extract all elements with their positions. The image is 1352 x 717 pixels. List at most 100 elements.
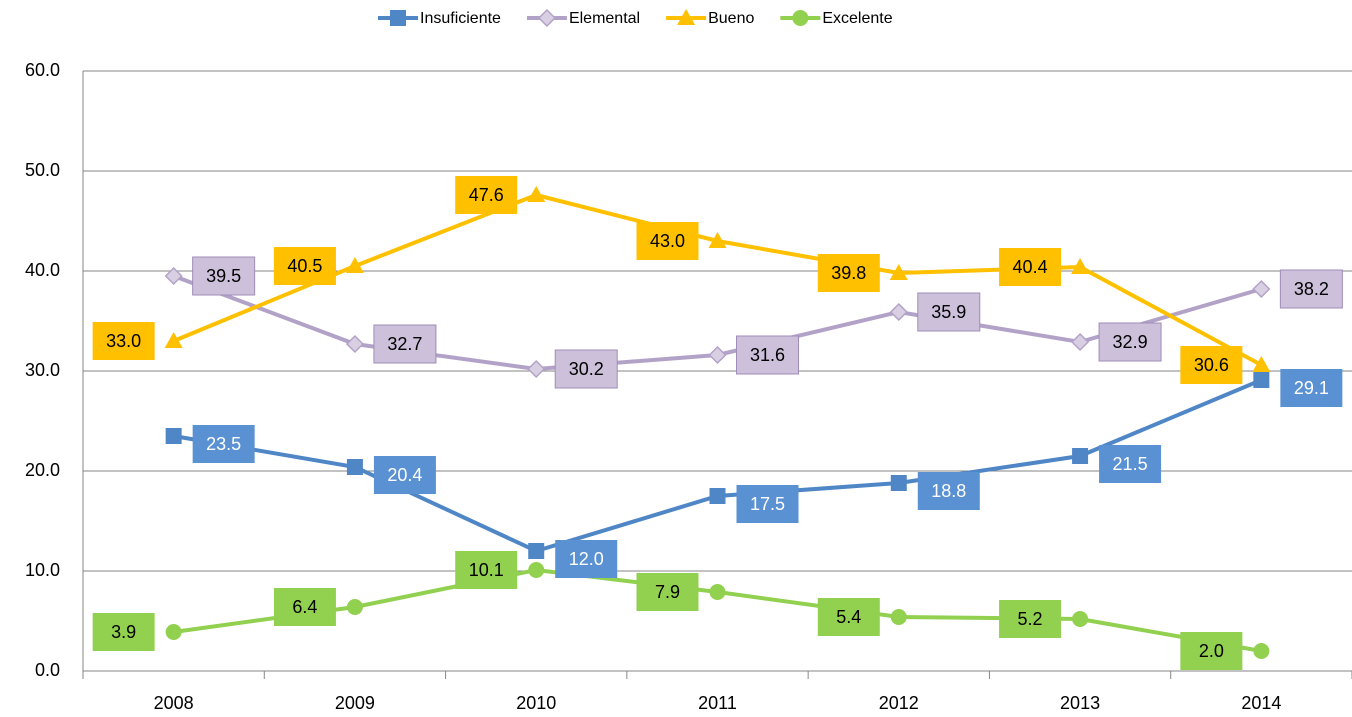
data-label-box (636, 222, 699, 260)
y-tick-label: 50.0 (25, 160, 60, 180)
data-label-box (817, 598, 880, 636)
data-label-box (917, 472, 980, 510)
x-tick-label: 2009 (335, 693, 375, 713)
data-label: 21.5 (1113, 454, 1148, 474)
data-label: 30.2 (569, 359, 604, 379)
data-label: 40.5 (287, 256, 322, 276)
marker (708, 232, 727, 248)
legend-label: Insuficiente (420, 10, 501, 27)
x-tick-label: 2011 (698, 693, 737, 713)
marker (164, 332, 183, 348)
data-label: 3.9 (111, 622, 136, 642)
data-label-box (92, 322, 155, 360)
marker (709, 488, 726, 504)
data-label-box (999, 600, 1062, 638)
marker (527, 186, 546, 202)
data-label: 38.2 (1294, 279, 1329, 299)
marker (1252, 356, 1271, 372)
data-label: 47.6 (469, 185, 504, 205)
marker (677, 9, 696, 25)
data-label-box (192, 256, 256, 296)
marker (890, 609, 907, 625)
marker (345, 257, 364, 273)
data-label: 32.7 (387, 334, 422, 354)
marker (1072, 448, 1089, 464)
data-label: 39.5 (206, 266, 241, 286)
data-label: 2.0 (1199, 641, 1224, 661)
series (165, 562, 1270, 659)
data-label-box (555, 540, 618, 578)
marker (346, 599, 363, 615)
data-label: 23.5 (206, 434, 241, 454)
data-label-box (1279, 269, 1343, 309)
y-tick-label: 0.0 (35, 660, 60, 680)
marker (889, 264, 908, 280)
series (164, 266, 1271, 379)
data-label: 10.1 (469, 560, 504, 580)
marker (708, 345, 727, 365)
data-label-box (1280, 369, 1343, 407)
data-label-box (1098, 322, 1162, 362)
data-label: 35.9 (931, 302, 966, 322)
marker (528, 562, 545, 578)
marker (1252, 279, 1271, 299)
data-label-box (636, 573, 699, 611)
x-tick-label: 2010 (516, 693, 556, 713)
data-label-box (1180, 632, 1243, 670)
x-tick-label: 2012 (879, 693, 919, 713)
series (164, 186, 1271, 372)
y-tick-label: 20.0 (25, 460, 60, 480)
y-tick-label: 60.0 (25, 60, 60, 80)
data-label-box (999, 248, 1062, 286)
data-label-box (273, 588, 336, 626)
marker (527, 359, 546, 379)
data-label-box (273, 247, 336, 285)
marker (1253, 643, 1270, 659)
line (173, 378, 1263, 554)
data-label-box (736, 335, 799, 375)
data-label-box (455, 176, 518, 214)
data-label: 5.4 (836, 607, 861, 627)
data-label: 29.1 (1294, 378, 1329, 398)
marker (165, 624, 182, 640)
data-label: 43.0 (650, 231, 685, 251)
marker (537, 8, 556, 28)
marker (792, 10, 809, 26)
data-label: 30.6 (1194, 355, 1229, 375)
marker (528, 543, 545, 559)
data-label-box (554, 349, 618, 389)
data-label-box (817, 254, 880, 292)
marker (1071, 258, 1090, 274)
marker (1071, 332, 1090, 352)
data-label: 6.4 (292, 597, 317, 617)
legend-label: Elemental (569, 10, 640, 27)
data-label-box (192, 425, 255, 463)
data-label-box (92, 613, 155, 651)
data-label-box (1180, 346, 1243, 384)
marker (164, 266, 183, 286)
data-label: 40.4 (1013, 257, 1048, 277)
marker (390, 10, 406, 26)
data-label: 17.5 (750, 494, 785, 514)
data-label: 5.2 (1018, 609, 1043, 629)
data-label: 18.8 (931, 481, 966, 501)
data-label-box (373, 324, 437, 364)
marker (346, 459, 363, 475)
marker (1253, 372, 1270, 388)
marker (1072, 611, 1089, 627)
data-label: 39.8 (831, 263, 866, 283)
data-label: 33.0 (106, 331, 141, 351)
series (165, 372, 1270, 559)
marker (165, 428, 182, 444)
marker (345, 334, 364, 354)
data-label: 7.9 (655, 582, 680, 602)
marker (709, 584, 726, 600)
x-tick-label: 2013 (1060, 693, 1100, 713)
marker (890, 475, 907, 491)
legend-label: Excelente (822, 10, 892, 27)
data-label-box (736, 485, 799, 523)
data-label: 12.0 (569, 549, 604, 569)
data-label: 32.9 (1113, 332, 1148, 352)
line (173, 567, 1262, 653)
